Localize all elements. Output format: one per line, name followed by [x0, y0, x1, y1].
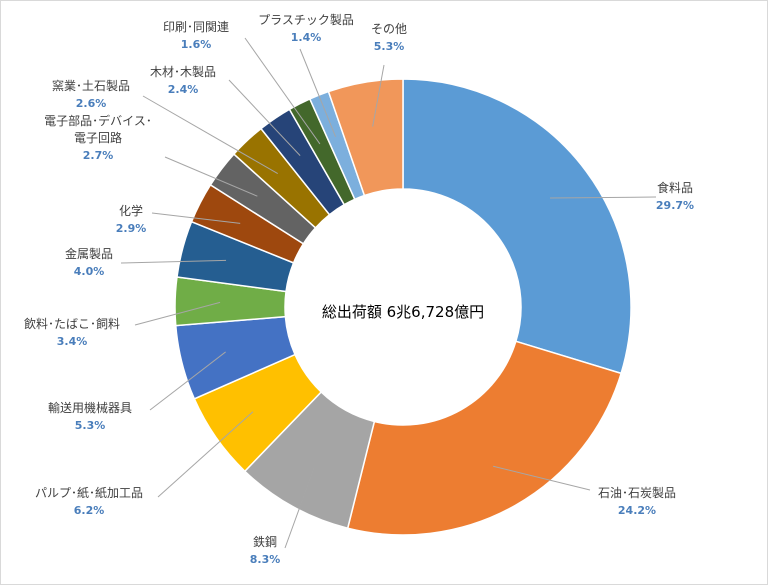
- leader-line-11: [244, 37, 321, 145]
- slice-pct-8: 2.7%: [83, 149, 114, 162]
- leader-line-8: [164, 156, 258, 197]
- slice-label-0: 食料品: [657, 180, 693, 195]
- leader-line-4: [149, 351, 226, 411]
- slice-pct-6: 4.0%: [74, 265, 105, 278]
- slice-pct-3: 6.2%: [74, 504, 105, 517]
- slice-0: [402, 78, 632, 375]
- leader-line-6: [120, 259, 227, 264]
- slice-13: [327, 78, 404, 197]
- slice-pct-7: 2.9%: [116, 222, 147, 235]
- slice-label-5: 飲料･たばこ･飼料: [24, 316, 120, 331]
- slice-pct-5: 3.4%: [57, 335, 88, 348]
- leader-line-10: [228, 79, 301, 156]
- slice-label-6: 金属製品: [65, 246, 113, 261]
- slice-label-4: 輸送用機械器具: [48, 400, 132, 415]
- slice-pct-1: 24.2%: [618, 504, 656, 517]
- slice-1: [346, 340, 623, 536]
- leader-line-3: [157, 411, 254, 498]
- slice-pct-13: 5.3%: [374, 40, 405, 53]
- leader-line-12: [299, 48, 337, 138]
- slice-label-8-line-0: 電子部品･デバイス･: [44, 113, 152, 128]
- slice-label-2: 鉄鋼: [253, 534, 277, 549]
- slices-group: [174, 78, 632, 536]
- slice-label-12: プラスチック製品: [258, 13, 354, 27]
- slice-label-7: 化学: [119, 203, 143, 218]
- slice-pct-2: 8.3%: [250, 553, 281, 566]
- leader-line-13: [372, 64, 385, 127]
- slice-label-8-line-1: 電子回路: [74, 130, 122, 145]
- slice-pct-0: 29.7%: [656, 199, 694, 212]
- slice-label-1: 石油･石炭製品: [598, 486, 676, 500]
- slice-pct-4: 5.3%: [75, 419, 106, 432]
- slice-label-11: 印刷･同関連: [163, 20, 229, 34]
- slice-pct-11: 1.6%: [181, 38, 212, 51]
- leader-line-2: [284, 466, 315, 549]
- leader-line-0: [550, 196, 657, 199]
- slice-label-3: パルプ･紙･紙加工品: [35, 485, 143, 500]
- center-label: 総出荷額 6兆6,728億円: [322, 303, 484, 321]
- labels-group: 食料品 29.7% 石油･石炭製品 24.2% 鉄鋼 8.3% パルプ･紙･紙加工品 6.2%…: [24, 13, 694, 566]
- slice-pct-12: 1.4%: [291, 31, 322, 44]
- leader-line-5: [134, 301, 221, 326]
- slice-label-10: 木材･木製品: [150, 65, 216, 79]
- slice-pct-9: 2.6%: [76, 97, 107, 110]
- slice-label-9: 窯業･土石製品: [52, 78, 130, 93]
- leader-line-7: [151, 212, 241, 224]
- leader-lines-group: [120, 37, 657, 549]
- leader-line-1: [493, 465, 591, 491]
- slice-pct-10: 2.4%: [168, 83, 199, 96]
- slice-label-13: その他: [371, 22, 407, 36]
- leader-line-9: [142, 95, 278, 175]
